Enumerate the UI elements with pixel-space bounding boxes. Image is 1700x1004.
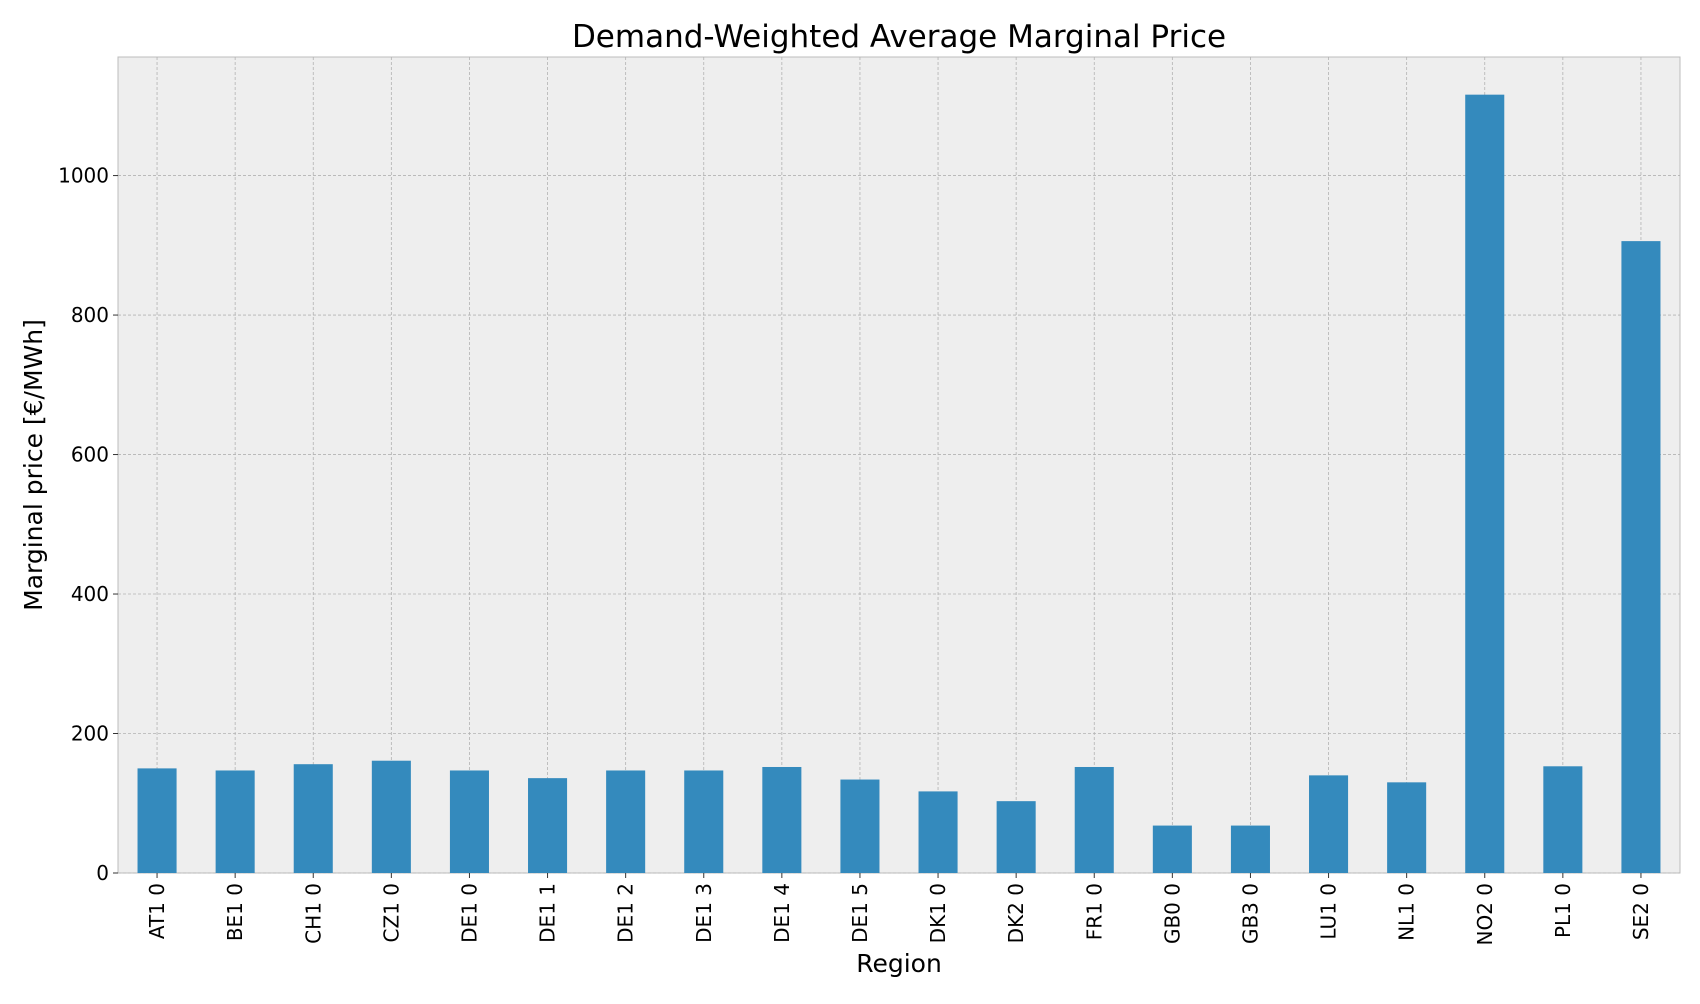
y-tick-label: 1000 <box>58 164 109 188</box>
bar-dk2-0 <box>996 801 1036 873</box>
x-tick-label: DK2 0 <box>1004 883 1028 943</box>
grid-lines <box>118 57 1680 874</box>
bar-no2-0 <box>1465 94 1505 873</box>
x-tick-label: LU1 0 <box>1317 883 1341 940</box>
bar-fr1-0 <box>1074 766 1114 873</box>
bar-de1-3 <box>684 770 724 873</box>
x-axis-label: Region <box>856 949 942 978</box>
bar-de1-4 <box>762 766 802 873</box>
y-tick-label: 400 <box>71 582 109 606</box>
bar-de1-1 <box>528 778 568 873</box>
bar-de1-0 <box>449 770 489 873</box>
bar-be1-0 <box>215 770 255 873</box>
x-axis-ticks: AT1 0 BE1 0 CH1 0 CZ1 0 DE1 0 DE1 1 DE1 2 DE1 3… <box>145 873 1653 946</box>
bar-gb0-0 <box>1152 825 1192 873</box>
y-tick-label: 600 <box>71 443 109 467</box>
x-tick-label: DE1 5 <box>848 883 872 943</box>
bar-se2-0 <box>1621 241 1661 874</box>
y-tick-label: 800 <box>71 303 109 327</box>
x-tick-label: DE1 3 <box>692 883 716 943</box>
x-tick-label: GB0 0 <box>1160 883 1184 944</box>
bar-de1-5 <box>840 779 880 873</box>
y-tick-label: 0 <box>96 861 109 885</box>
bar-ch1-0 <box>293 764 333 873</box>
x-tick-label: BE1 0 <box>223 883 247 941</box>
x-tick-label: GB3 0 <box>1238 883 1262 944</box>
x-tick-label: FR1 0 <box>1082 883 1106 940</box>
x-tick-label: CZ1 0 <box>379 883 403 942</box>
bar-dk1-0 <box>918 791 958 873</box>
bar-pl1-0 <box>1543 766 1583 873</box>
y-axis-label: Marginal price [€/MWh] <box>19 319 48 611</box>
chart-title: Demand-Weighted Average Marginal Price <box>572 19 1226 55</box>
x-tick-label: AT1 0 <box>145 883 169 939</box>
x-tick-label: CH1 0 <box>301 883 325 944</box>
y-tick-label: 200 <box>71 722 109 746</box>
bar-de1-2 <box>606 770 646 873</box>
bar-cz1-0 <box>371 760 411 873</box>
bars <box>137 94 1661 874</box>
x-tick-label: DE1 4 <box>770 883 794 943</box>
x-tick-label: PL1 0 <box>1551 883 1575 938</box>
x-tick-label: DK1 0 <box>926 883 950 943</box>
bar-at1-0 <box>137 768 177 873</box>
x-tick-label: DE1 1 <box>536 883 560 943</box>
x-tick-label: NL1 0 <box>1395 883 1419 941</box>
bar-gb3-0 <box>1230 825 1270 873</box>
x-tick-label: NO2 0 <box>1473 883 1497 946</box>
plot-area <box>117 56 1681 874</box>
x-tick-label: SE2 0 <box>1629 883 1653 940</box>
bar-nl1-0 <box>1387 782 1427 873</box>
y-axis-ticks: 0 200 400 600 800 1000 <box>58 164 118 885</box>
x-tick-label: DE1 2 <box>614 883 638 943</box>
x-tick-label: DE1 0 <box>457 883 481 943</box>
bar-lu1-0 <box>1309 775 1349 873</box>
